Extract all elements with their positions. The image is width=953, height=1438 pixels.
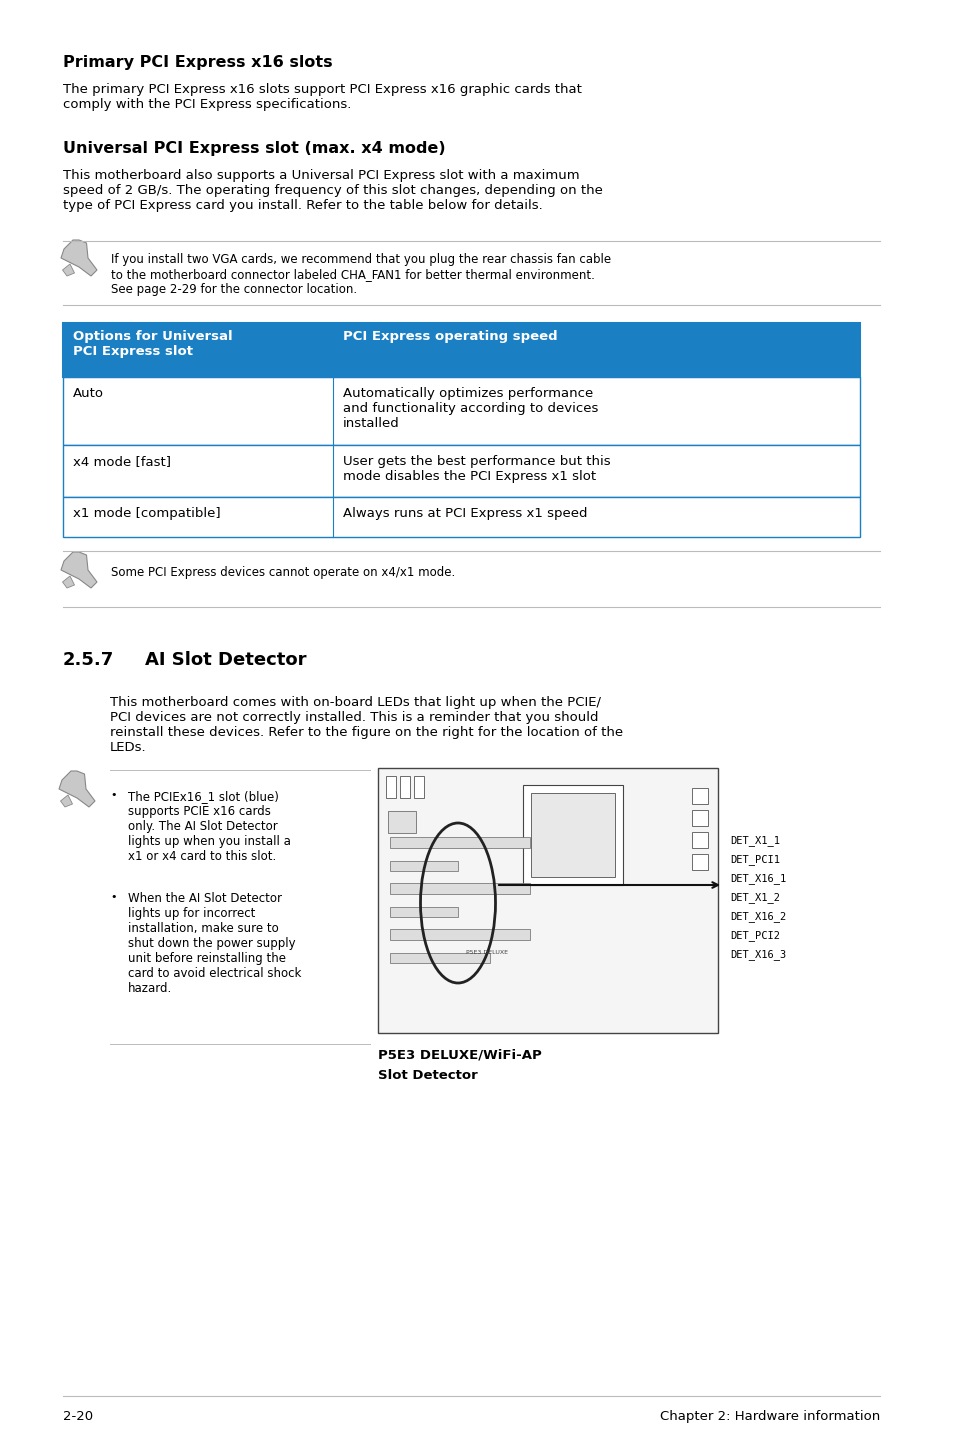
Bar xyxy=(63,324,859,377)
Text: Slot Detector: Slot Detector xyxy=(377,1068,477,1081)
Text: P5E3 DELUXE/WiFi-AP: P5E3 DELUXE/WiFi-AP xyxy=(377,1048,541,1063)
Text: DET_PCI2: DET_PCI2 xyxy=(729,930,780,940)
Text: •: • xyxy=(110,892,116,902)
Bar xyxy=(63,498,859,536)
Text: This motherboard also supports a Universal PCI Express slot with a maximum
speed: This motherboard also supports a Univers… xyxy=(63,170,602,211)
Bar xyxy=(390,883,530,894)
Text: Primary PCI Express x16 slots: Primary PCI Express x16 slots xyxy=(63,55,333,70)
Text: 2.5.7: 2.5.7 xyxy=(63,651,114,669)
Polygon shape xyxy=(59,771,95,807)
Text: Options for Universal
PCI Express slot: Options for Universal PCI Express slot xyxy=(73,329,233,358)
Polygon shape xyxy=(61,240,97,276)
Text: DET_X16_3: DET_X16_3 xyxy=(729,949,785,961)
Text: Some PCI Express devices cannot operate on x4/x1 mode.: Some PCI Express devices cannot operate … xyxy=(111,567,455,580)
Text: Automatically optimizes performance
and functionality according to devices
insta: Automatically optimizes performance and … xyxy=(343,387,598,430)
Text: User gets the best performance but this
mode disables the PCI Express x1 slot: User gets the best performance but this … xyxy=(343,454,610,483)
Text: The PCIEx16_1 slot (blue)
supports PCIE x16 cards
only. The AI Slot Detector
lig: The PCIEx16_1 slot (blue) supports PCIE … xyxy=(128,789,291,863)
Text: If you install two VGA cards, we recommend that you plug the rear chassis fan ca: If you install two VGA cards, we recomme… xyxy=(111,253,611,296)
Text: 2-20: 2-20 xyxy=(63,1411,93,1424)
Text: Auto: Auto xyxy=(73,387,104,400)
Polygon shape xyxy=(61,552,97,588)
Bar xyxy=(414,777,423,798)
Text: x1 mode [compatible]: x1 mode [compatible] xyxy=(73,508,220,521)
Text: DET_X1_2: DET_X1_2 xyxy=(729,892,780,903)
Polygon shape xyxy=(63,265,74,276)
Text: P5E3 DELUXE: P5E3 DELUXE xyxy=(465,951,507,955)
Text: DET_X16_2: DET_X16_2 xyxy=(729,912,785,922)
Text: Universal PCI Express slot (max. x4 mode): Universal PCI Express slot (max. x4 mode… xyxy=(63,141,445,155)
Bar xyxy=(531,792,615,877)
Text: x4 mode [fast]: x4 mode [fast] xyxy=(73,454,171,467)
Bar xyxy=(63,444,859,498)
Bar xyxy=(63,377,859,444)
Text: DET_X1_1: DET_X1_1 xyxy=(729,835,780,846)
Text: This motherboard comes with on-board LEDs that light up when the PCIE/
PCI devic: This motherboard comes with on-board LED… xyxy=(110,696,622,754)
Text: •: • xyxy=(110,789,116,800)
Bar xyxy=(390,929,530,940)
Bar xyxy=(522,785,622,884)
Bar xyxy=(390,837,530,848)
Bar xyxy=(390,861,457,871)
Text: PCI Express operating speed: PCI Express operating speed xyxy=(343,329,558,344)
Text: Chapter 2: Hardware information: Chapter 2: Hardware information xyxy=(659,1411,879,1424)
Bar xyxy=(386,777,395,798)
Polygon shape xyxy=(60,795,72,807)
Text: When the AI Slot Detector
lights up for incorrect
installation, make sure to
shu: When the AI Slot Detector lights up for … xyxy=(128,892,301,995)
Text: AI Slot Detector: AI Slot Detector xyxy=(145,651,306,669)
Polygon shape xyxy=(63,577,74,588)
Text: DET_PCI1: DET_PCI1 xyxy=(729,854,780,864)
Bar xyxy=(377,768,718,1032)
Bar xyxy=(691,854,707,870)
Text: DET_X16_1: DET_X16_1 xyxy=(729,873,785,884)
Bar xyxy=(399,777,410,798)
Bar xyxy=(390,907,457,917)
Bar xyxy=(691,810,707,825)
Bar xyxy=(691,788,707,804)
Text: The primary PCI Express x16 slots support PCI Express x16 graphic cards that
com: The primary PCI Express x16 slots suppor… xyxy=(63,83,581,111)
Bar xyxy=(388,811,416,833)
Bar xyxy=(691,833,707,848)
Bar xyxy=(390,953,490,963)
Text: Always runs at PCI Express x1 speed: Always runs at PCI Express x1 speed xyxy=(343,508,587,521)
